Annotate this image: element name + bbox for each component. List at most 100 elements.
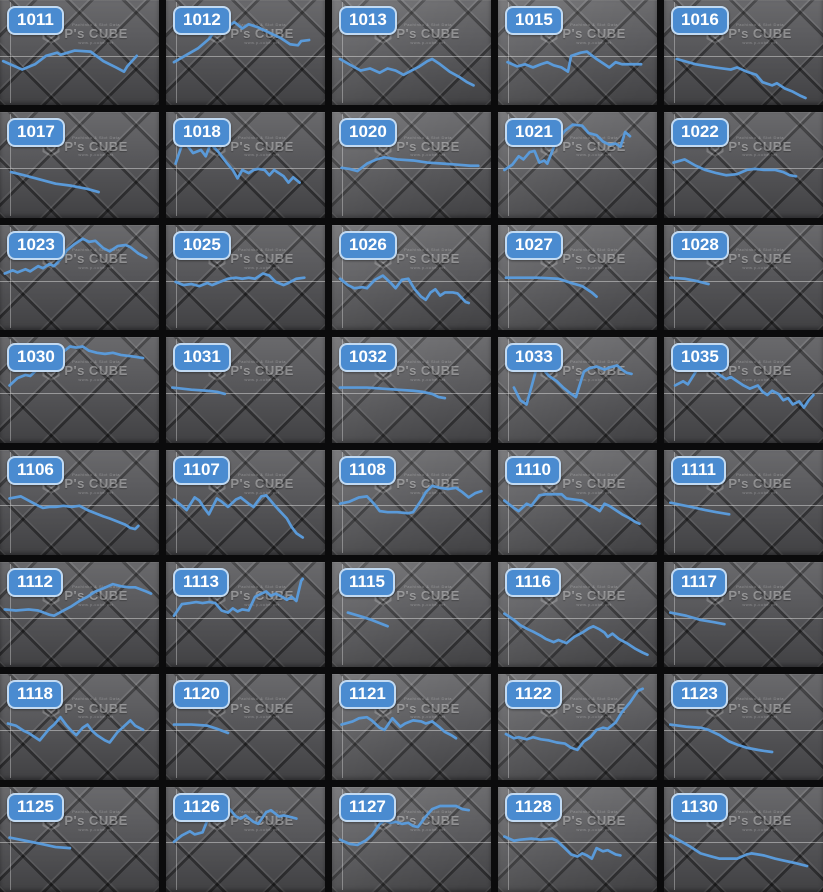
machine-cell[interactable]: Pachinko & Slot Data P's CUBE www.p-cube… <box>166 0 325 106</box>
machine-cell[interactable]: Pachinko & Slot Data P's CUBE www.p-cube… <box>664 0 823 106</box>
y-axis-line <box>341 226 343 329</box>
machine-cell[interactable]: Pachinko & Slot Data P's CUBE www.p-cube… <box>166 786 325 892</box>
machine-cell[interactable]: Pachinko & Slot Data P's CUBE www.p-cube… <box>664 786 823 892</box>
baseline-gridline <box>332 505 491 507</box>
machine-cell[interactable]: Pachinko & Slot Data P's CUBE www.p-cube… <box>0 674 159 780</box>
machine-cell[interactable]: Pachinko & Slot Data P's CUBE www.p-cube… <box>166 674 325 780</box>
baseline-gridline <box>0 617 159 619</box>
machine-cell[interactable]: Pachinko & Slot Data P's CUBE www.p-cube… <box>664 449 823 555</box>
baseline-gridline <box>332 280 491 282</box>
machine-badge: 1110 <box>505 455 561 485</box>
sparkline-chart <box>166 450 325 555</box>
sparkline-chart <box>166 225 325 330</box>
machine-cell[interactable]: Pachinko & Slot Data P's CUBE www.p-cube… <box>166 449 325 555</box>
machine-cell[interactable]: Pachinko & Slot Data P's CUBE www.p-cube… <box>498 449 657 555</box>
machine-cell[interactable]: Pachinko & Slot Data P's CUBE www.p-cube… <box>498 561 657 668</box>
machine-cell[interactable]: Pachinko & Slot Data P's CUBE www.p-cube… <box>166 224 325 331</box>
machine-cell[interactable]: Pachinko & Slot Data P's CUBE www.p-cube… <box>498 674 657 780</box>
machine-badge: 1117 <box>671 567 727 597</box>
sparkline <box>670 502 729 514</box>
machine-cell[interactable]: Pachinko & Slot Data P's CUBE www.p-cube… <box>166 561 325 668</box>
sparkline-chart <box>664 450 823 555</box>
baseline-gridline <box>664 730 823 732</box>
y-axis-line <box>673 114 675 216</box>
sparkline-chart <box>166 787 325 892</box>
machine-cell[interactable]: Pachinko & Slot Data P's CUBE www.p-cube… <box>332 112 491 218</box>
machine-badge: 1011 <box>7 6 64 36</box>
sparkline-chart <box>0 562 159 667</box>
machine-badge: 1128 <box>505 792 562 822</box>
y-axis-line <box>175 339 177 441</box>
y-axis-line <box>9 788 11 890</box>
machine-cell[interactable]: Pachinko & Slot Data P's CUBE www.p-cube… <box>332 337 491 443</box>
machine-badge: 1130 <box>671 792 728 822</box>
sparkline <box>670 835 807 866</box>
machine-cell[interactable]: Pachinko & Slot Data P's CUBE www.p-cube… <box>0 337 159 443</box>
sparkline-chart <box>166 337 325 442</box>
machine-cell[interactable]: Pachinko & Slot Data P's CUBE www.p-cube… <box>332 786 491 892</box>
machine-cell[interactable]: Pachinko & Slot Data P's CUBE www.p-cube… <box>166 337 325 443</box>
machine-cell[interactable]: Pachinko & Slot Data P's CUBE www.p-cube… <box>332 561 491 668</box>
machine-cell[interactable]: Pachinko & Slot Data P's CUBE www.p-cube… <box>664 112 823 218</box>
sparkline <box>504 494 639 524</box>
sparkline <box>3 51 137 72</box>
machine-cell[interactable]: Pachinko & Slot Data P's CUBE www.p-cube… <box>332 0 491 106</box>
machine-badge: 1115 <box>339 567 395 597</box>
baseline-gridline <box>664 55 823 57</box>
baseline-gridline <box>166 505 325 507</box>
machine-cell[interactable]: Pachinko & Slot Data P's CUBE www.p-cube… <box>664 337 823 443</box>
baseline-gridline <box>498 842 657 844</box>
machine-cell[interactable]: Pachinko & Slot Data P's CUBE www.p-cube… <box>664 561 823 668</box>
machine-cell[interactable]: Pachinko & Slot Data P's CUBE www.p-cube… <box>0 561 159 668</box>
y-axis-line <box>9 676 11 778</box>
sparkline <box>5 584 151 616</box>
machine-cell[interactable]: Pachinko & Slot Data P's CUBE www.p-cube… <box>498 0 657 106</box>
sparkline <box>504 125 630 170</box>
baseline-gridline <box>498 505 657 507</box>
sparkline <box>508 52 642 72</box>
sparkline <box>340 806 469 845</box>
machine-badge: 1031 <box>173 343 231 373</box>
machine-cell[interactable]: Pachinko & Slot Data P's CUBE www.p-cube… <box>664 674 823 780</box>
machine-badge: 1012 <box>173 6 231 36</box>
sparkline-chart <box>332 562 491 667</box>
y-axis-line <box>9 339 11 441</box>
machine-cell[interactable]: Pachinko & Slot Data P's CUBE www.p-cube… <box>0 224 159 331</box>
machine-cell[interactable]: Pachinko & Slot Data P's CUBE www.p-cube… <box>332 449 491 555</box>
sparkline <box>670 612 724 624</box>
machine-cell[interactable]: Pachinko & Slot Data P's CUBE www.p-cube… <box>0 449 159 555</box>
machine-cell[interactable]: Pachinko & Slot Data P's CUBE www.p-cube… <box>0 786 159 892</box>
y-axis-line <box>507 339 509 441</box>
machine-cell[interactable]: Pachinko & Slot Data P's CUBE www.p-cube… <box>332 674 491 780</box>
y-axis-line <box>507 2 509 104</box>
sparkline <box>10 837 70 848</box>
machine-badge: 1027 <box>505 230 563 260</box>
machine-badge: 1021 <box>505 118 563 148</box>
sparkline <box>174 579 303 616</box>
machine-cell[interactable]: Pachinko & Slot Data P's CUBE www.p-cube… <box>0 112 159 218</box>
sparkline-chart <box>332 225 491 330</box>
machine-badge: 1013 <box>339 6 397 36</box>
machine-cell[interactable]: Pachinko & Slot Data P's CUBE www.p-cube… <box>332 224 491 331</box>
y-axis-line <box>673 788 675 890</box>
sparkline <box>11 172 98 192</box>
machine-badge: 1121 <box>339 680 396 710</box>
baseline-gridline <box>0 55 159 57</box>
machine-cell[interactable]: Pachinko & Slot Data P's CUBE www.p-cube… <box>0 0 159 106</box>
machine-cell[interactable]: Pachinko & Slot Data P's CUBE www.p-cube… <box>498 337 657 443</box>
y-axis-line <box>9 2 11 104</box>
y-axis-line <box>9 226 11 329</box>
machine-cell[interactable]: Pachinko & Slot Data P's CUBE www.p-cube… <box>498 786 657 892</box>
machine-cell[interactable]: Pachinko & Slot Data P's CUBE www.p-cube… <box>664 224 823 331</box>
machine-cell[interactable]: Pachinko & Slot Data P's CUBE www.p-cube… <box>166 112 325 218</box>
machine-badge: 1107 <box>173 455 230 485</box>
machine-cell[interactable]: Pachinko & Slot Data P's CUBE www.p-cube… <box>498 112 657 218</box>
sparkline-chart <box>332 450 491 555</box>
baseline-gridline <box>332 168 491 170</box>
sparkline <box>670 277 708 283</box>
baseline-gridline <box>166 842 325 844</box>
machine-cell[interactable]: Pachinko & Slot Data P's CUBE www.p-cube… <box>498 224 657 331</box>
baseline-gridline <box>332 617 491 619</box>
